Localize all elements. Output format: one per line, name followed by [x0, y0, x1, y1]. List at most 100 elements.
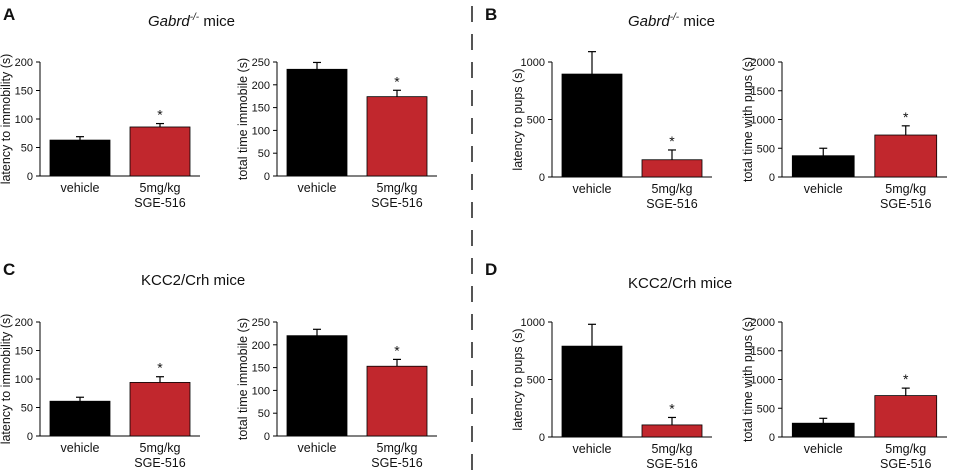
y-tick-label: 0 [264, 171, 270, 183]
bar-sge-516 [641, 159, 703, 178]
y-tick-label: 100 [15, 374, 33, 386]
x-category-label-line: vehicle [573, 442, 612, 456]
y-tick-label: 50 [258, 148, 270, 160]
x-category-label-line: SGE-516 [134, 456, 185, 470]
bar-sge-516 [129, 382, 191, 437]
y-axis-label: total time immobile (s) [236, 58, 250, 180]
y-tick-label: 1000 [751, 375, 775, 387]
y-axis-label: latency to pups (s) [511, 68, 525, 170]
y-tick-label: 0 [264, 431, 270, 443]
panel-title-a: Gabrd-/- mice [148, 12, 235, 30]
y-tick-label: 0 [27, 171, 33, 183]
bar-vehicle [561, 345, 623, 438]
y-tick-label: 50 [21, 403, 33, 415]
x-category-label: 5mg/kg SGE-516 [371, 441, 422, 470]
x-category-label: vehicle [61, 181, 100, 195]
x-category-label: 5mg/kg SGE-516 [880, 442, 931, 471]
y-tick-label: 1500 [751, 86, 775, 98]
y-tick-label: 1000 [521, 57, 545, 69]
y-tick-label: 50 [21, 143, 33, 155]
x-category-label: 5mg/kg SGE-516 [134, 181, 185, 210]
bar-sge-516 [366, 96, 428, 177]
x-category-label-line: vehicle [298, 181, 337, 195]
x-category-label: vehicle [298, 441, 337, 455]
bar-sge-516 [366, 365, 428, 437]
x-category-label-line: 5mg/kg [140, 441, 181, 455]
panel-label-d: D [485, 260, 497, 279]
x-category-label-line: SGE-516 [371, 196, 422, 210]
y-tick-label: 0 [769, 172, 775, 184]
y-axis-label: latency to immobility (s) [0, 314, 13, 445]
panel-title-d: KCC2/Crh mice [628, 275, 732, 292]
x-category-label: 5mg/kg SGE-516 [646, 442, 697, 471]
x-category-label-line: 5mg/kg [652, 442, 693, 456]
x-category-label-line: 5mg/kg [885, 182, 926, 196]
x-category-label-line: vehicle [298, 441, 337, 455]
x-category-label: 5mg/kg SGE-516 [646, 182, 697, 211]
y-tick-label: 50 [258, 408, 270, 420]
bar-sge-516 [129, 126, 191, 177]
y-tick-label: 200 [15, 57, 33, 69]
x-category-label: 5mg/kg SGE-516 [880, 182, 931, 211]
x-category-label-line: 5mg/kg [885, 442, 926, 456]
x-category-label: 5mg/kg SGE-516 [371, 181, 422, 210]
bar-vehicle [49, 400, 111, 437]
y-axis-label: total time with pups (s) [741, 317, 755, 442]
y-tick-label: 500 [757, 143, 775, 155]
x-category-label: vehicle [298, 181, 337, 195]
x-category-label-line: SGE-516 [371, 456, 422, 470]
y-tick-label: 200 [252, 80, 270, 92]
significance-star: * [394, 73, 400, 89]
x-category-label: vehicle [573, 182, 612, 196]
y-tick-label: 1000 [751, 115, 775, 127]
y-tick-label: 0 [539, 432, 545, 444]
y-tick-label: 200 [15, 317, 33, 329]
x-category-label: vehicle [61, 441, 100, 455]
x-category-label-line: 5mg/kg [140, 181, 181, 195]
x-category-label-line: 5mg/kg [652, 182, 693, 196]
y-axis-label: latency to immobility (s) [0, 54, 13, 185]
x-category-label-line: vehicle [804, 442, 843, 456]
y-tick-label: 250 [252, 317, 270, 329]
bar-vehicle [286, 68, 348, 177]
x-category-label-line: 5mg/kg [377, 441, 418, 455]
x-category-label-line: vehicle [804, 182, 843, 196]
y-tick-label: 100 [252, 125, 270, 137]
y-tick-label: 150 [15, 346, 33, 358]
y-tick-label: 150 [252, 363, 270, 375]
y-axis-label: total time immobile (s) [236, 318, 250, 440]
bar-vehicle [561, 73, 623, 178]
significance-star: * [157, 360, 163, 376]
y-tick-label: 250 [252, 57, 270, 69]
x-category-label: 5mg/kg SGE-516 [134, 441, 185, 470]
significance-star: * [903, 109, 909, 125]
bar-sge-516 [641, 424, 703, 438]
y-tick-label: 1000 [521, 317, 545, 329]
y-tick-label: 2000 [751, 57, 775, 69]
significance-star: * [669, 133, 675, 149]
y-tick-label: 2000 [751, 317, 775, 329]
bar-vehicle [791, 422, 855, 438]
y-tick-label: 500 [527, 375, 545, 387]
y-tick-label: 0 [27, 431, 33, 443]
y-tick-label: 200 [252, 340, 270, 352]
x-category-label-line: vehicle [61, 441, 100, 455]
x-category-label-line: SGE-516 [880, 457, 931, 471]
panel-label-c: C [3, 260, 15, 279]
bar-vehicle [49, 139, 111, 177]
y-tick-label: 100 [15, 114, 33, 126]
y-tick-label: 1500 [751, 346, 775, 358]
y-tick-label: 500 [527, 115, 545, 127]
bar-vehicle [286, 335, 348, 437]
panel-label-b: B [485, 5, 497, 24]
x-category-label: vehicle [804, 182, 843, 196]
x-category-label-line: SGE-516 [646, 197, 697, 211]
significance-star: * [157, 107, 163, 123]
y-tick-label: 0 [769, 432, 775, 444]
